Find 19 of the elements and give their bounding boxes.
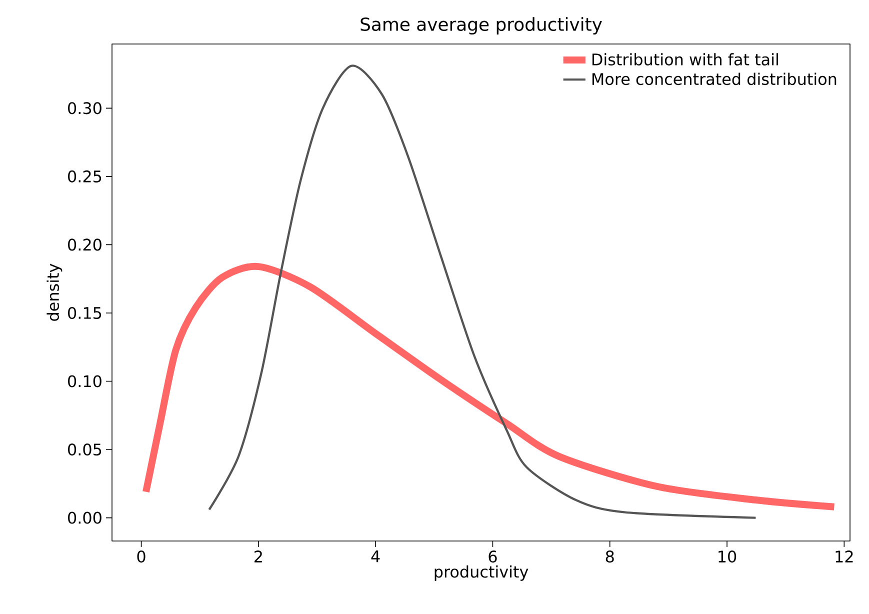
x-tick-label: 12 xyxy=(836,550,853,562)
y-tick-label: 0.25 xyxy=(68,170,102,182)
x-tick-label: 8 xyxy=(606,550,614,563)
legend-label: More concentrated distribution xyxy=(592,72,836,86)
x-tick-label: 4 xyxy=(371,550,380,562)
x-tick-label: 0 xyxy=(137,550,146,563)
y-axis-title: density xyxy=(46,264,62,321)
y-tick-label: 0.20 xyxy=(68,238,102,251)
y-tick-label: 0.10 xyxy=(68,375,102,388)
legend-label: Distribution with fat tail xyxy=(592,53,778,66)
y-tick-label: 0.15 xyxy=(68,306,102,319)
x-tick-label: 2 xyxy=(254,550,262,562)
x-axis-title: productivity xyxy=(434,565,528,581)
chart-title: Same average productivity xyxy=(360,17,602,34)
y-tick-label: 0.30 xyxy=(68,102,102,114)
x-tick-label: 6 xyxy=(488,550,497,563)
y-tick-label: 0.05 xyxy=(68,443,102,456)
y-tick-label: 0.00 xyxy=(68,512,102,524)
x-tick-label: 10 xyxy=(718,550,736,563)
